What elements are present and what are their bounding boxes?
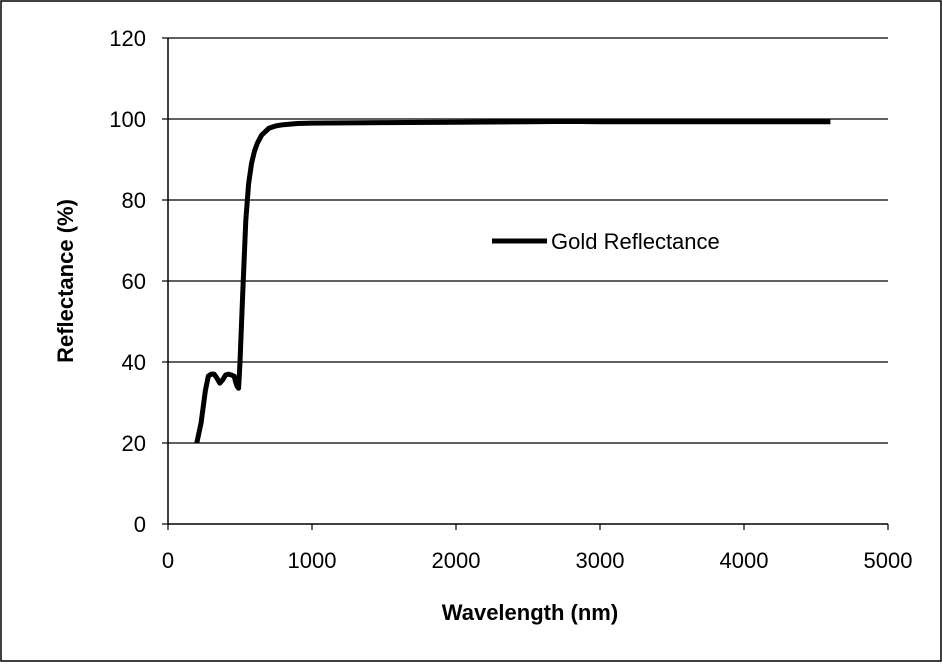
- axes: [162, 37, 889, 530]
- y-tick-label: 0: [134, 512, 146, 537]
- series-line-gold-reflectance: [194, 118, 831, 444]
- x-tick-label: 1000: [288, 548, 337, 573]
- x-tick-label: 2000: [432, 548, 481, 573]
- x-tick-label: 0: [162, 548, 174, 573]
- y-tick-label: 60: [122, 269, 146, 294]
- legend-label: Gold Reflectance: [551, 229, 720, 254]
- y-tick-label: 100: [109, 107, 146, 132]
- tick-labels: 0 20 40 60 80 100 120 0 1000 2000 3000 4000 5000: [109, 26, 912, 573]
- y-tick-label: 80: [122, 188, 146, 213]
- series-layer: [194, 118, 831, 444]
- x-axis-title: Wavelength (nm): [442, 600, 618, 625]
- y-tick-label: 120: [109, 26, 146, 51]
- y-axis-title: Reflectance (%): [53, 199, 78, 363]
- legend: Gold Reflectance: [492, 229, 720, 254]
- x-tick-label: 3000: [576, 548, 625, 573]
- x-tick-label: 4000: [720, 548, 769, 573]
- y-tick-label: 20: [122, 431, 146, 456]
- y-tick-label: 40: [122, 350, 146, 375]
- x-tick-label: 5000: [864, 548, 913, 573]
- gridlines: [168, 37, 888, 444]
